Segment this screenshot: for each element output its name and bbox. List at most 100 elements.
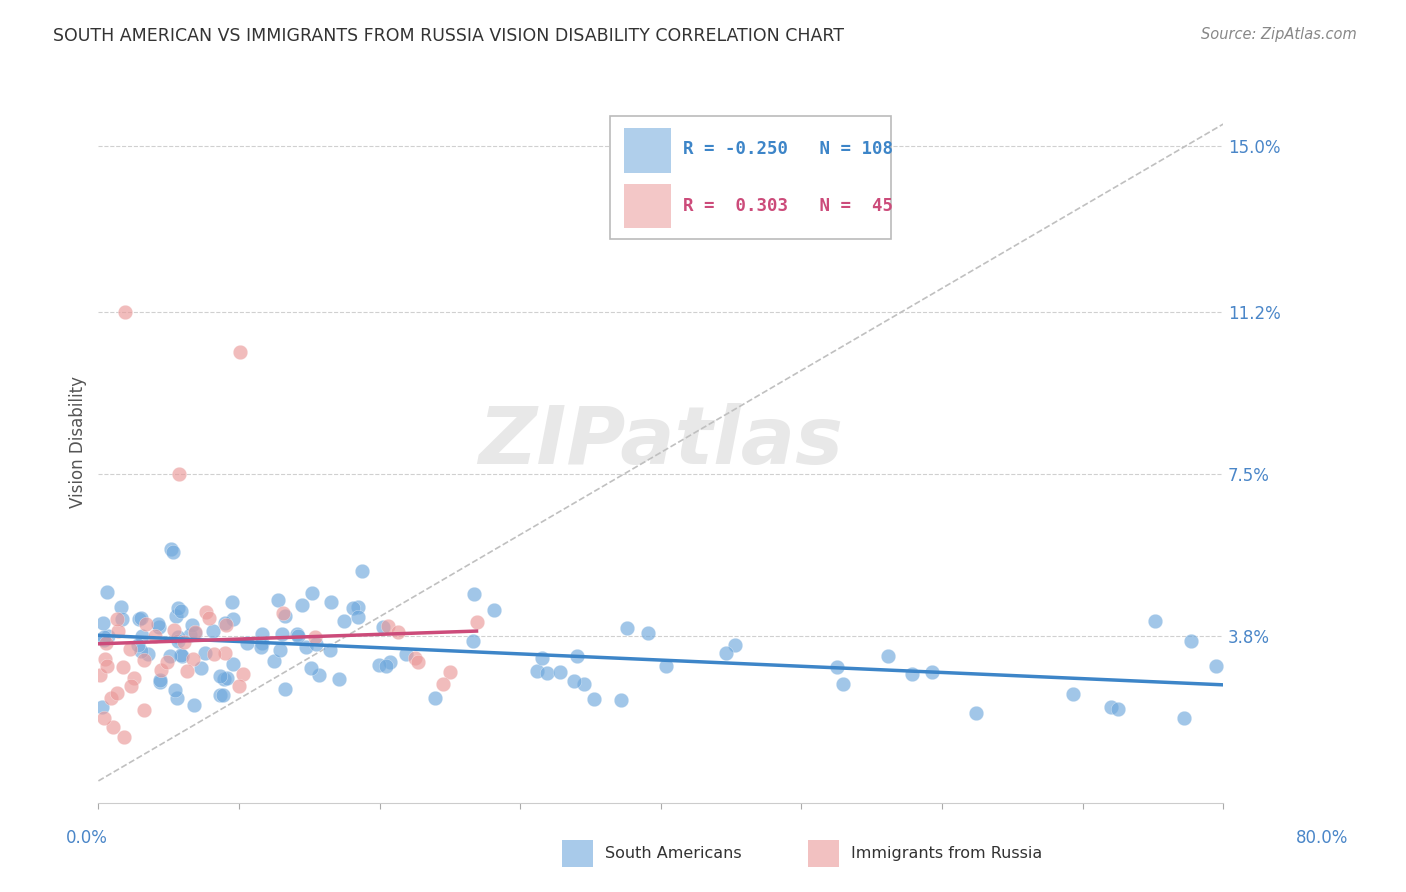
Point <box>609 693 631 707</box>
Point <box>122 671 145 685</box>
Point <box>285 626 308 640</box>
Point <box>299 661 322 675</box>
Point <box>184 626 207 640</box>
Point <box>105 685 128 699</box>
Point <box>134 703 156 717</box>
Point <box>190 661 212 675</box>
Point <box>94 636 117 650</box>
Text: R = -0.250   N = 108: R = -0.250 N = 108 <box>683 140 893 158</box>
Point <box>250 636 273 650</box>
Point <box>825 660 848 674</box>
Point <box>465 615 488 629</box>
Point <box>149 674 172 689</box>
Point <box>463 634 485 648</box>
Point <box>228 679 250 693</box>
Point <box>93 711 115 725</box>
Point <box>406 655 429 669</box>
Point <box>91 616 114 631</box>
Point <box>208 669 231 683</box>
Point <box>263 654 285 668</box>
Point <box>180 617 202 632</box>
Point <box>167 467 190 482</box>
Point <box>94 652 117 666</box>
Point <box>921 665 943 679</box>
Point <box>211 688 233 702</box>
Point <box>159 649 181 664</box>
Point <box>166 690 188 705</box>
Point <box>432 677 454 691</box>
Point <box>183 652 205 666</box>
Point <box>101 720 124 734</box>
Point <box>170 648 193 663</box>
Text: 80.0%: 80.0% <box>1295 829 1348 847</box>
Point <box>321 595 343 609</box>
Point <box>319 643 342 657</box>
Point <box>222 657 245 671</box>
Point <box>96 585 118 599</box>
Point <box>290 598 312 612</box>
Point <box>724 638 747 652</box>
Point <box>93 632 115 647</box>
Point <box>1108 702 1130 716</box>
Point <box>131 629 153 643</box>
Point <box>170 648 193 662</box>
Point <box>1173 711 1195 725</box>
Point <box>305 637 328 651</box>
Point <box>304 630 326 644</box>
Point <box>531 651 554 665</box>
Point <box>215 671 238 685</box>
Point <box>214 615 236 630</box>
Point <box>107 624 129 639</box>
Point <box>184 624 207 639</box>
Point <box>179 628 201 642</box>
Point <box>232 666 254 681</box>
Point <box>1099 699 1122 714</box>
Text: ZIPatlas: ZIPatlas <box>478 402 844 481</box>
Point <box>328 672 350 686</box>
Point <box>134 652 156 666</box>
Point <box>156 656 179 670</box>
Point <box>404 650 426 665</box>
Point <box>197 611 219 625</box>
Point <box>96 659 118 673</box>
Point <box>250 627 273 641</box>
Point <box>350 564 373 578</box>
Point <box>463 587 485 601</box>
Point <box>901 667 924 681</box>
Point <box>342 600 364 615</box>
Text: Source: ZipAtlas.com: Source: ZipAtlas.com <box>1201 27 1357 42</box>
Text: SOUTH AMERICAN VS IMMIGRANTS FROM RUSSIA VISION DISABILITY CORRELATION CHART: SOUTH AMERICAN VS IMMIGRANTS FROM RUSSIA… <box>53 27 845 45</box>
Point <box>112 730 135 744</box>
Point <box>294 640 316 654</box>
Point <box>110 600 132 615</box>
Point <box>166 631 188 645</box>
FancyBboxPatch shape <box>624 128 671 173</box>
Text: South Americans: South Americans <box>605 847 741 861</box>
Point <box>250 640 273 654</box>
Point <box>267 593 290 607</box>
Point <box>583 692 606 706</box>
Point <box>235 636 257 650</box>
Point <box>202 624 225 639</box>
Point <box>439 665 461 679</box>
Point <box>149 664 172 678</box>
Point <box>562 673 585 688</box>
Point <box>215 617 238 632</box>
Point <box>97 629 120 643</box>
Point <box>274 609 297 624</box>
Text: R =  0.303   N =  45: R = 0.303 N = 45 <box>683 197 893 215</box>
Point <box>91 700 114 714</box>
Point <box>208 688 231 702</box>
Point <box>271 606 294 620</box>
Point <box>129 644 152 658</box>
Point <box>367 657 389 672</box>
Point <box>129 611 152 625</box>
Point <box>127 638 149 652</box>
Point <box>105 612 128 626</box>
Point <box>160 541 183 556</box>
Point <box>965 706 987 720</box>
Point <box>165 682 187 697</box>
Point <box>347 610 370 624</box>
Point <box>716 646 738 660</box>
Point <box>271 627 294 641</box>
